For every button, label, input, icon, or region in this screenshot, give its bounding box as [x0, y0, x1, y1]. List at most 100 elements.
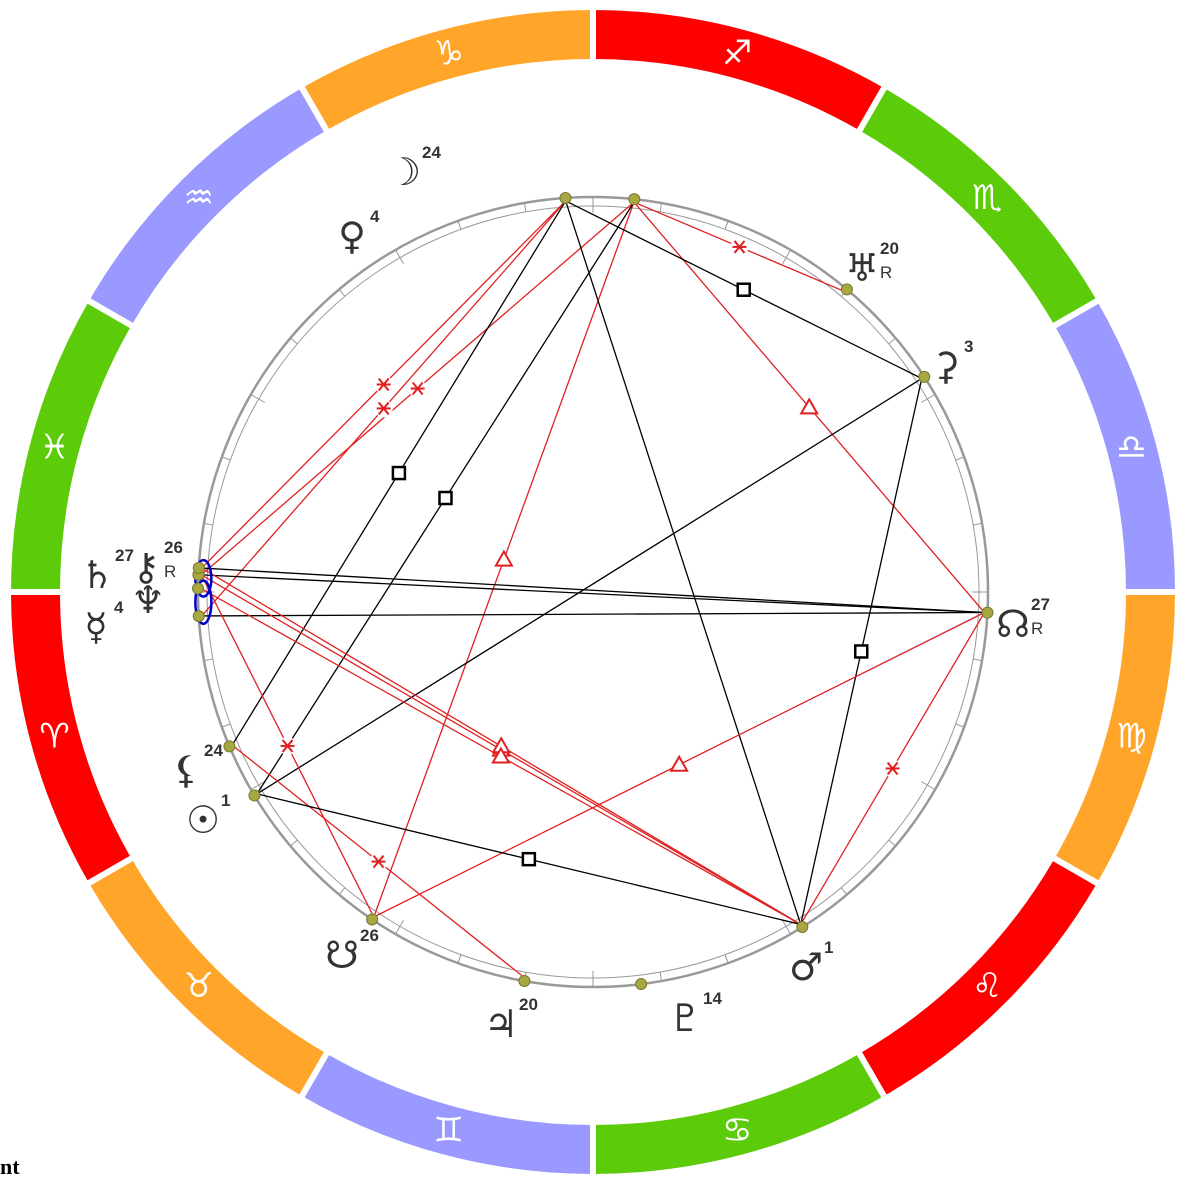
aspect-opposition-north-node-mercury — [201, 611, 985, 617]
planet-black-moon: ⚸︎ 24 — [172, 741, 223, 792]
planet-ceres: ⚳︎ 3 — [932, 337, 973, 388]
uranus-icon: ♅︎ — [845, 246, 879, 290]
black-moon-position-dot — [223, 740, 236, 753]
conjunction-icon — [194, 579, 213, 626]
degree-tick — [888, 337, 896, 345]
planet-south-node: ☋︎ 26 — [325, 926, 379, 977]
inner-degree-circle — [206, 205, 980, 979]
degree-tick — [920, 781, 936, 790]
zodiac-sign-ring: ♈︎ ♉︎ ♊︎ ♋︎ ♌︎ ♍︎ ♎︎ ♏︎ ♐︎ ♑︎ ♒︎ ♓︎ — [4, 3, 1182, 1181]
sextile-aspect-icon — [883, 759, 902, 778]
cancer-icon: ♋︎ — [722, 1111, 752, 1151]
planet-moon: ☽︎ 24 — [387, 143, 441, 194]
north-node-position-dot — [981, 606, 994, 619]
south-node-degree: 26 — [360, 926, 379, 945]
aquarius-icon: ♒︎ — [184, 178, 214, 218]
degree-tick — [338, 887, 346, 895]
moon-icon: ☽︎ — [387, 150, 421, 194]
degree-tick — [973, 522, 983, 526]
sagittarius-icon: ♐︎ — [722, 33, 752, 73]
mars-position-dot — [796, 920, 809, 933]
degree-tick — [782, 249, 791, 265]
degree-tick — [221, 723, 231, 728]
sun-icon: ☉︎ — [186, 798, 220, 842]
degree-tick — [955, 456, 965, 461]
degree-tick — [659, 972, 663, 982]
degree-tick — [338, 289, 346, 297]
planet-north-node: ☊︎ 27 R — [996, 595, 1050, 646]
sign-segment-virgo — [1047, 589, 1182, 889]
black-moon-icon: ⚸︎ — [172, 748, 200, 792]
chiron-degree: 26 — [164, 538, 183, 557]
degree-tick — [395, 249, 404, 265]
sun-degree: 1 — [221, 791, 230, 810]
virgo-icon: ♍︎ — [1116, 716, 1146, 756]
scorpio-icon: ♏︎ — [972, 178, 1002, 218]
sextile-aspect-icon — [374, 399, 393, 418]
degree-tick — [457, 220, 462, 230]
degree-tick — [888, 839, 896, 847]
mercury-degree: 4 — [114, 598, 124, 617]
jupiter-position-dot — [518, 974, 531, 987]
mercury-icon: ☿︎ — [84, 605, 107, 649]
square-aspect-icon — [438, 490, 453, 506]
north-node-icon: ☊︎ — [996, 602, 1030, 646]
mars-degree: 1 — [824, 938, 833, 957]
venus-degree: 4 — [370, 207, 380, 226]
planet-mercury: ☿︎ 4 — [84, 598, 124, 649]
uranus-degree: 20 — [880, 239, 899, 258]
jupiter-degree: 20 — [519, 995, 538, 1014]
saturn-degree: 27 — [115, 546, 134, 565]
degree-tick — [955, 723, 965, 728]
degree-tick — [457, 954, 462, 964]
planet-jupiter: ♃︎ 20 — [484, 995, 538, 1046]
degree-tick — [203, 658, 213, 662]
planet-saturn: ♄︎ 27 — [80, 546, 134, 597]
degree-tick — [724, 954, 729, 964]
aries-icon: ♈︎ — [39, 716, 69, 756]
square-aspect-icon — [736, 282, 751, 297]
aspect-opposition-north-node-chiron — [201, 567, 985, 614]
square-aspect-icon — [521, 851, 537, 867]
mars-icon: ♂︎ — [789, 945, 823, 989]
sign-segment-aries — [4, 589, 139, 889]
jupiter-icon: ♃︎ — [484, 1002, 518, 1046]
ceres-position-dot — [918, 370, 931, 383]
degree-tick — [250, 394, 266, 403]
degree-tick — [203, 522, 213, 526]
degree-tick — [973, 658, 983, 662]
sextile-aspect-icon — [374, 375, 393, 394]
south-node-position-dot — [366, 913, 379, 926]
planet-venus: ♀︎ 4 — [338, 207, 380, 258]
aspect-lines — [194, 200, 986, 979]
planet-chiron: ⚷︎ 26 R — [132, 538, 183, 589]
sign-segment-pisces — [4, 295, 139, 595]
degree-tick — [395, 919, 404, 935]
neptune-position-dot — [192, 582, 205, 595]
gemini-icon: ♊︎ — [433, 1111, 463, 1151]
black-moon-degree: 24 — [204, 741, 223, 760]
degree-tick — [290, 337, 298, 345]
uranus-retrograde: R — [880, 263, 892, 282]
planet-sun: ☉︎ 1 — [186, 791, 231, 842]
venus-position-dot — [559, 191, 572, 204]
square-aspect-icon — [391, 465, 407, 481]
degree-tick — [290, 839, 298, 847]
degree-tick — [221, 456, 231, 461]
ceres-degree: 3 — [964, 337, 973, 356]
sextile-aspect-icon — [408, 379, 427, 398]
degree-tick — [659, 202, 663, 212]
aspect-opposition-venus-mars — [565, 200, 802, 925]
taurus-icon: ♉︎ — [184, 966, 214, 1006]
moon-position-dot — [628, 193, 641, 206]
trine-aspect-icon — [491, 746, 511, 764]
sextile-aspect-icon — [369, 852, 388, 871]
trine-aspect-icon — [669, 754, 689, 772]
planet-mars: ♂︎ 1 — [789, 938, 834, 989]
uranus-position-dot — [840, 283, 853, 296]
square-aspect-icon — [853, 644, 869, 659]
planet-pluto: ♇︎ 14 — [668, 989, 722, 1040]
leo-icon: ♌︎ — [972, 966, 1002, 1006]
north-node-retrograde: R — [1031, 619, 1043, 638]
chiron-icon: ⚷︎ — [132, 545, 160, 589]
